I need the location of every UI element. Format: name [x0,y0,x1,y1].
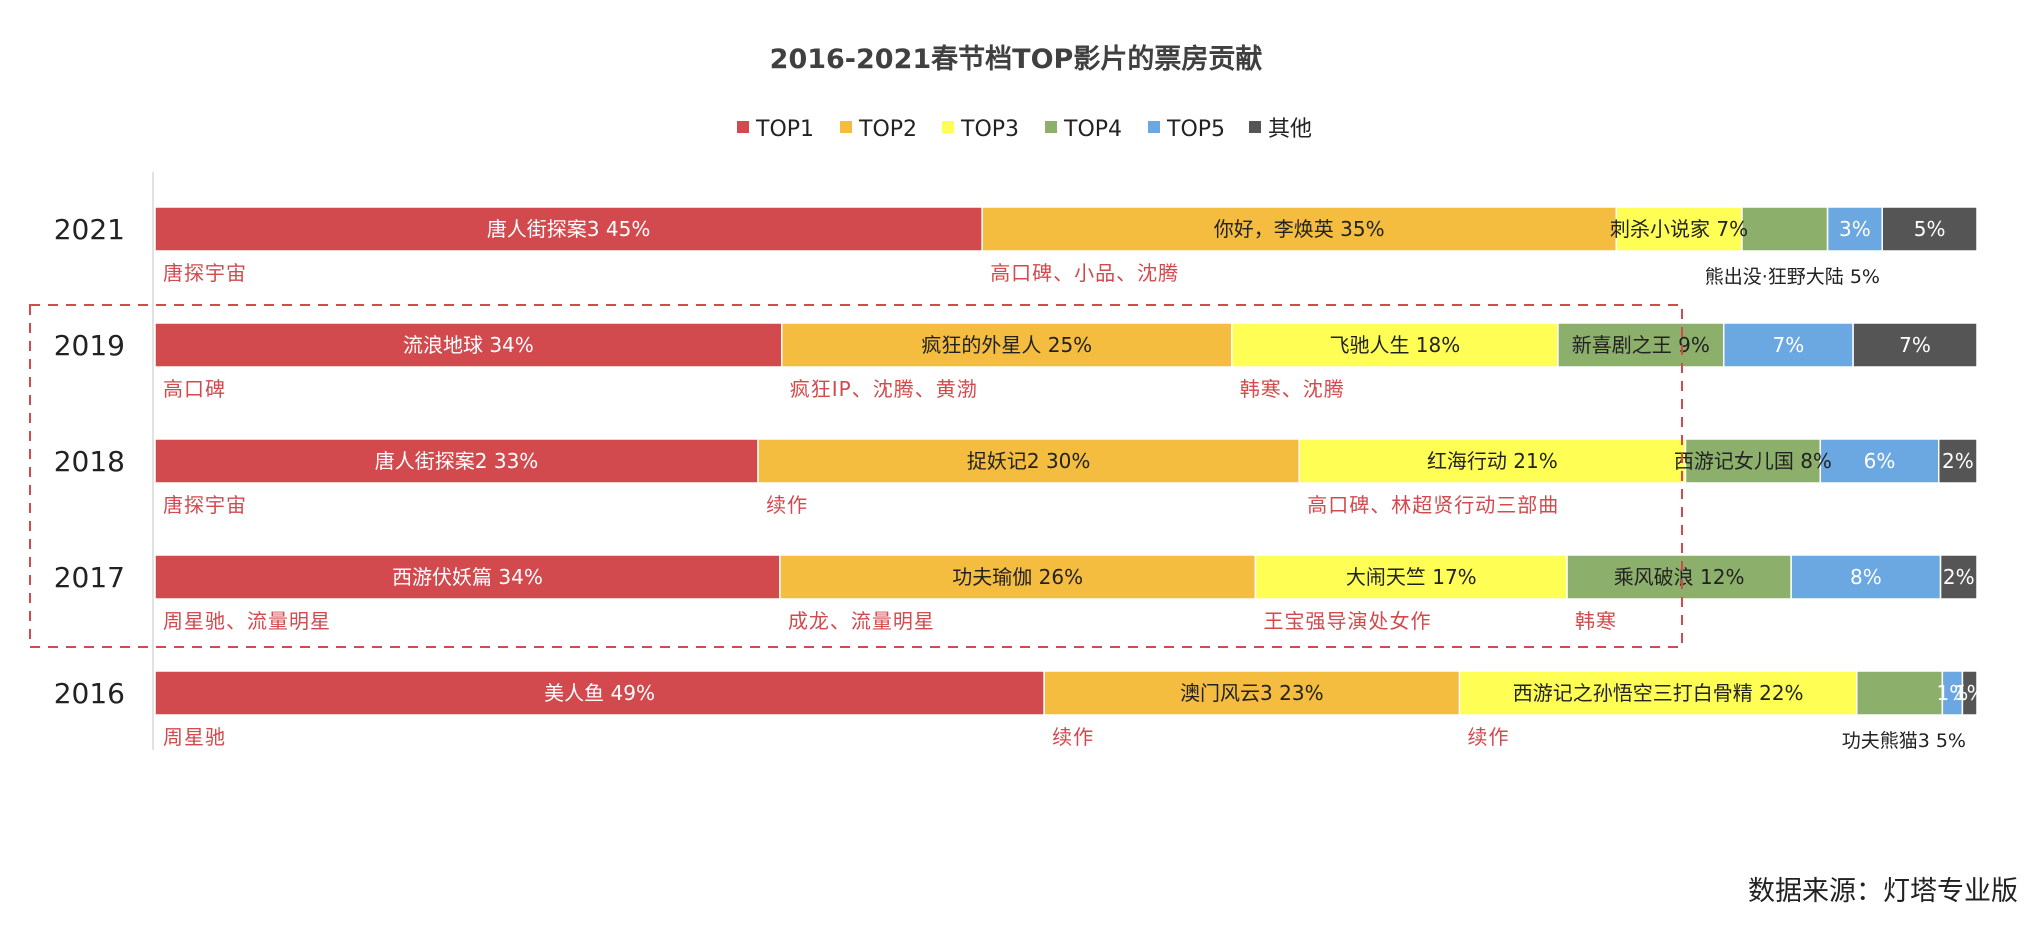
note-2021-0: 唐探宇宙 [163,261,247,285]
data-label-2021-5: 5% [1914,217,1946,241]
legend-label-4: TOP5 [1166,117,1225,142]
note-2019-2: 韩寒、沈腾 [1240,377,1345,401]
year-label: 2018 [54,445,125,478]
data-label-2019-3: 新喜剧之王 9% [1572,333,1710,357]
note-2016-2: 续作 [1468,725,1510,749]
data-label-2016-4: 1% [1937,681,1969,705]
data-label-2018-5: 2% [1942,449,1974,473]
data-label-2018-0: 唐人街探案2 33% [375,449,539,473]
bar-2021-其他 [1881,206,1978,252]
bar-2018-其他 [1937,438,1978,484]
legend-label-1: TOP2 [858,117,917,142]
bar-2019-其他 [1852,322,1978,368]
legend-label-3: TOP4 [1063,117,1122,142]
highlight-box [29,304,1683,648]
note-2016-1: 续作 [1052,725,1094,749]
data-label-2019-0: 流浪地球 34% [403,333,534,357]
bar-2017-TOP3 [1254,554,1568,600]
legend-swatch-1 [840,121,852,133]
data-label-2021-0: 唐人街探案3 45% [487,217,651,241]
outside-label-2021: 熊出没·狂野大陆 5% [1705,266,1880,288]
bar-rows: 2021 唐人街探案3 45% 你好，李焕英 35% 刺杀小说家 7% 3% 5% 唐探宇宙… [54,206,1986,752]
legend-swatch-3 [1045,121,1057,133]
data-label-2017-3: 乘风破浪 12% [1614,565,1745,589]
legend-swatch-2 [942,121,954,133]
bar-2019-TOP1 [154,322,783,368]
legend-swatch-4 [1148,121,1160,133]
data-label-2017-2: 大闹天竺 17% [1346,565,1477,589]
data-label-2021-1: 你好，李焕英 35% [1214,217,1385,241]
row-2019: 2019 流浪地球 34% 疯狂的外星人 25% 飞驰人生 18% 新喜剧之王 9% 7%… [54,322,1978,401]
outside-label-2016: 功夫熊猫3 5% [1842,730,1966,752]
bar-2019-TOP4 [1557,322,1725,368]
legend-label-0: TOP1 [755,117,814,142]
data-label-2019-4: 7% [1773,333,1805,357]
data-label-2016-1: 澳门风云3 23% [1180,681,1324,705]
note-2019-1: 疯狂IP、沈腾、黄渤 [790,377,978,401]
row-2018: 2018 唐人街探案2 33% 捉妖记2 30% 红海行动 21% 西游记女儿国 8% 6… [54,438,1978,517]
year-label: 2017 [54,561,125,594]
note-2017-0: 周星驰、流量明星 [163,609,331,633]
row-2021: 2021 唐人街探案3 45% 你好，李焕英 35% 刺杀小说家 7% 3% 5% 唐探宇宙… [54,206,1978,288]
data-label-2018-3: 西游记女儿国 8% [1674,449,1832,473]
data-label-2016-0: 美人鱼 49% [544,681,655,705]
bar-2018-TOP5 [1819,438,1940,484]
data-label-2018-4: 6% [1864,449,1896,473]
bar-2021-TOP3 [1615,206,1743,252]
data-label-2017-1: 功夫瑜伽 26% [952,565,1083,589]
data-label-2021-4: 3% [1839,217,1871,241]
data-label-2019-2: 飞驰人生 18% [1329,333,1460,357]
bar-2017-TOP1 [154,554,781,600]
note-2018-1: 续作 [766,493,808,517]
note-2018-2: 高口碑、林超贤行动三部曲 [1307,493,1559,517]
year-label: 2019 [54,329,125,362]
bar-2017-其他 [1939,554,1978,600]
note-2018-0: 唐探宇宙 [163,493,247,517]
data-label-2017-0: 西游伏妖篇 34% [392,565,543,589]
legend-swatch-0 [737,121,749,133]
legend-label-2: TOP3 [960,117,1019,142]
bar-2021-TOP4 [1741,206,1829,252]
source-note: 数据来源：灯塔专业版 [1748,876,2018,907]
bar-2017-TOP2 [779,554,1257,600]
data-label-2019-1: 疯狂的外星人 25% [921,333,1092,357]
legend-label-5: 其他 [1268,117,1312,142]
legend: TOP1 TOP2 TOP3 TOP4 TOP5 其他 [737,117,1312,142]
note-2016-0: 周星驰 [163,725,226,749]
bar-2016-TOP1 [154,670,1045,716]
bar-2016-TOP4 [1855,670,1944,716]
bar-2016-其他 [1961,670,1978,716]
bar-2018-TOP4 [1684,438,1822,484]
bar-2016-TOP3 [1458,670,1858,716]
data-label-2019-5: 7% [1899,333,1931,357]
note-2017-1: 成龙、流量明星 [788,609,935,633]
note-2017-2: 王宝强导演处女作 [1263,609,1431,633]
row-2016: 2016 美人鱼 49% 澳门风云3 23% 西游记之孙悟空三打白骨精 22% 1%1%… [54,670,1986,752]
data-label-2017-5: 2% [1943,565,1975,589]
data-label-2018-1: 捉妖记2 30% [967,449,1091,473]
chart-title: 2016-2021春节档TOP影片的票房贡献 [770,43,1263,75]
data-label-2017-4: 8% [1850,565,1882,589]
data-label-2018-2: 红海行动 21% [1427,449,1558,473]
bar-2018-TOP2 [757,438,1300,484]
note-2019-0: 高口碑 [163,377,226,401]
year-label: 2016 [54,677,125,710]
note-2021-1: 高口碑、小品、沈腾 [990,261,1179,285]
bar-2018-TOP3 [1298,438,1687,484]
bar-2019-TOP5 [1722,322,1854,368]
legend-swatch-5 [1249,121,1261,133]
bar-2021-TOP2 [981,206,1617,252]
row-2017: 2017 西游伏妖篇 34% 功夫瑜伽 26% 大闹天竺 17% 乘风破浪 12% 8% 2… [54,554,1978,633]
data-label-2016-5: 1% [1954,681,1986,705]
data-label-2016-2: 西游记之孙悟空三打白骨精 22% [1513,681,1804,705]
data-label-2021-2: 刺杀小说家 7% [1610,217,1748,241]
bar-2017-TOP4 [1566,554,1792,600]
year-label: 2021 [54,213,125,246]
note-2017-3: 韩寒 [1575,609,1617,633]
